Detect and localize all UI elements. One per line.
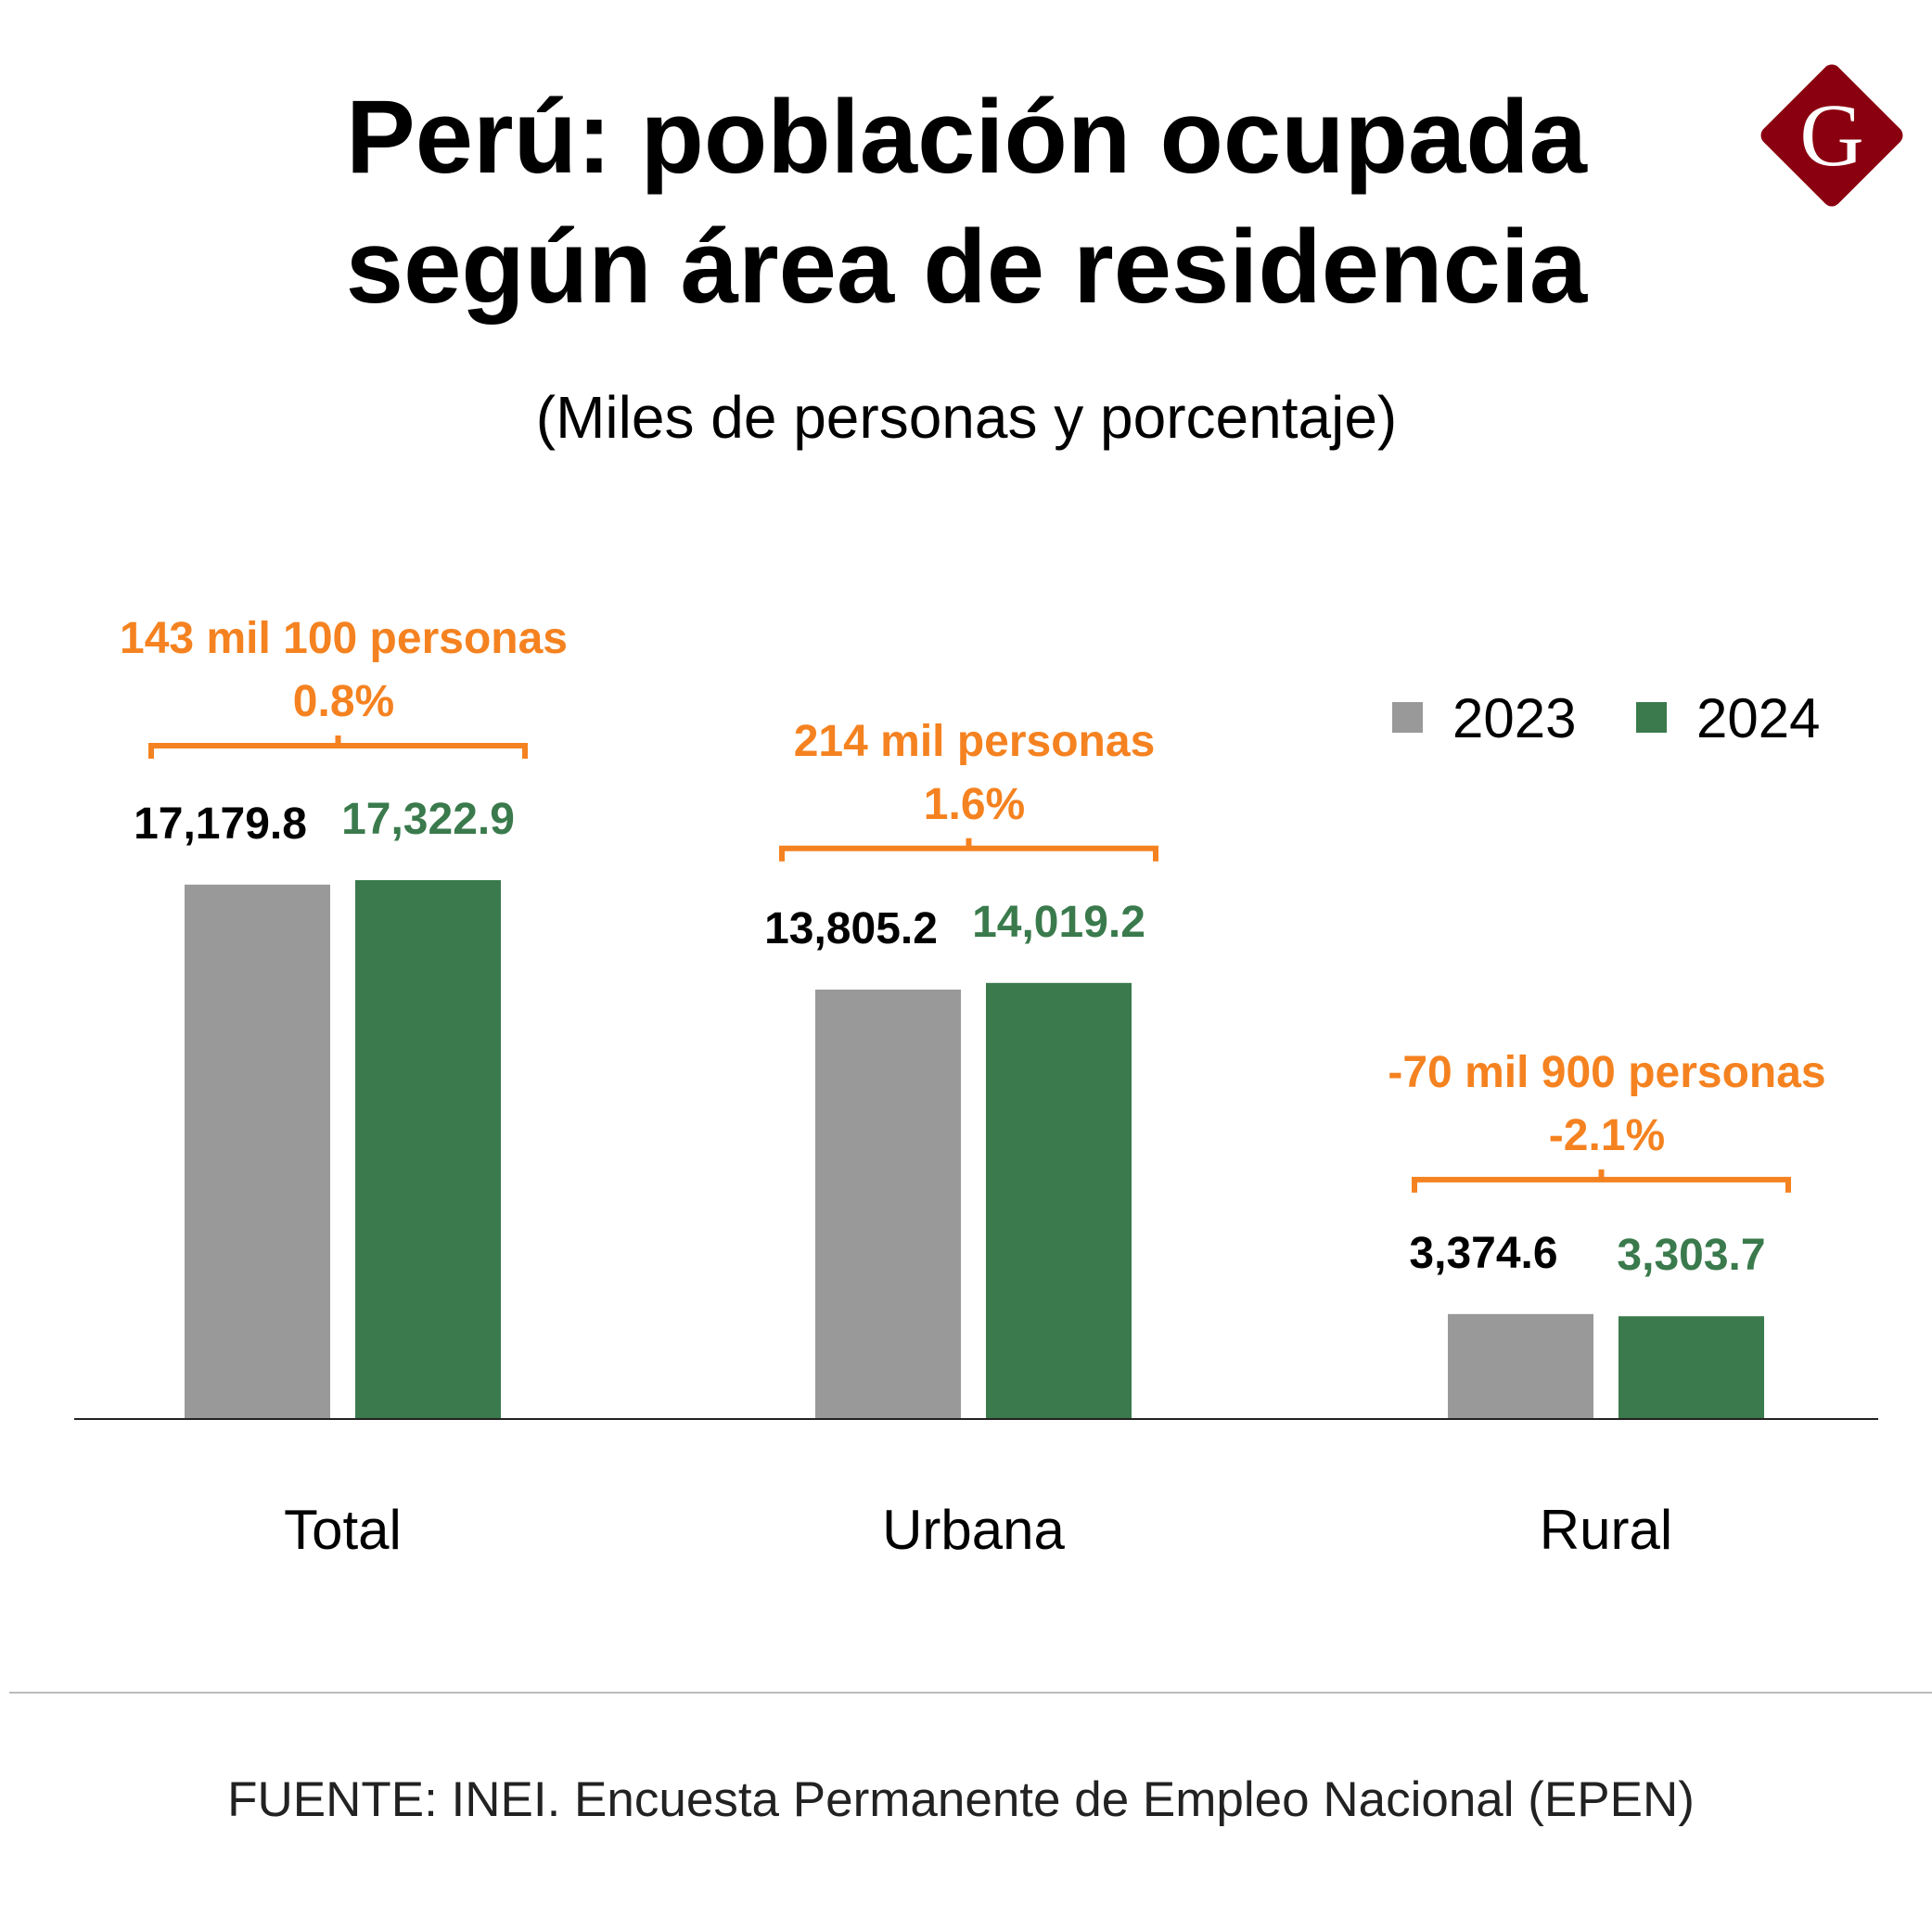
- change-bracket-total: [148, 735, 528, 759]
- value-label-rural-2024: 3,303.7: [1617, 1231, 1765, 1280]
- value-label-total-2023: 17,179.8: [134, 799, 307, 849]
- category-label-total: Total: [284, 1499, 402, 1561]
- chart-title-line-1: Perú: población ocupada: [346, 79, 1588, 195]
- bar-urbana-2023: [815, 989, 961, 1419]
- value-label-total-2024: 17,322.9: [341, 795, 515, 844]
- logo-letter: G: [1799, 85, 1863, 185]
- legend-label-2023: 2023: [1452, 687, 1576, 749]
- change-bracket-urbana: [779, 838, 1158, 862]
- legend-swatch-2023: [1392, 702, 1423, 733]
- change-percent-urbana: 1.6%: [924, 780, 1025, 829]
- legend-label-2024: 2024: [1696, 687, 1820, 749]
- change-percent-rural: -2.1%: [1549, 1111, 1665, 1160]
- value-label-rural-2023: 3,374.6: [1409, 1229, 1557, 1278]
- change-persons-urbana: 214 mil personas: [794, 717, 1156, 766]
- bar-rural-2024: [1619, 1316, 1764, 1419]
- change-bracket-rural: [1412, 1169, 1791, 1193]
- change-persons-rural: -70 mil 900 personas: [1388, 1048, 1825, 1097]
- chart-subtitle: (Miles de personas y porcentaje): [536, 384, 1397, 451]
- category-label-urbana: Urbana: [882, 1499, 1065, 1561]
- value-label-urbana-2024: 14,019.2: [972, 898, 1145, 947]
- change-persons-total: 143 mil 100 personas: [120, 614, 568, 663]
- value-label-urbana-2023: 13,805.2: [764, 904, 938, 953]
- source-note: FUENTE: INEI. Encuesta Permanente de Emp…: [227, 1772, 1695, 1827]
- bar-total-2023: [185, 884, 330, 1419]
- category-label-rural: Rural: [1540, 1499, 1672, 1561]
- bar-total-2024: [355, 880, 501, 1419]
- legend: 2023 2024: [1392, 687, 1820, 749]
- chart-title-line-2: según área de residencia: [346, 209, 1588, 325]
- change-percent-total: 0.8%: [293, 677, 394, 726]
- bar-rural-2023: [1448, 1313, 1593, 1419]
- logo: G: [1760, 64, 1903, 207]
- legend-swatch-2024: [1636, 702, 1667, 733]
- bar-urbana-2024: [986, 982, 1132, 1419]
